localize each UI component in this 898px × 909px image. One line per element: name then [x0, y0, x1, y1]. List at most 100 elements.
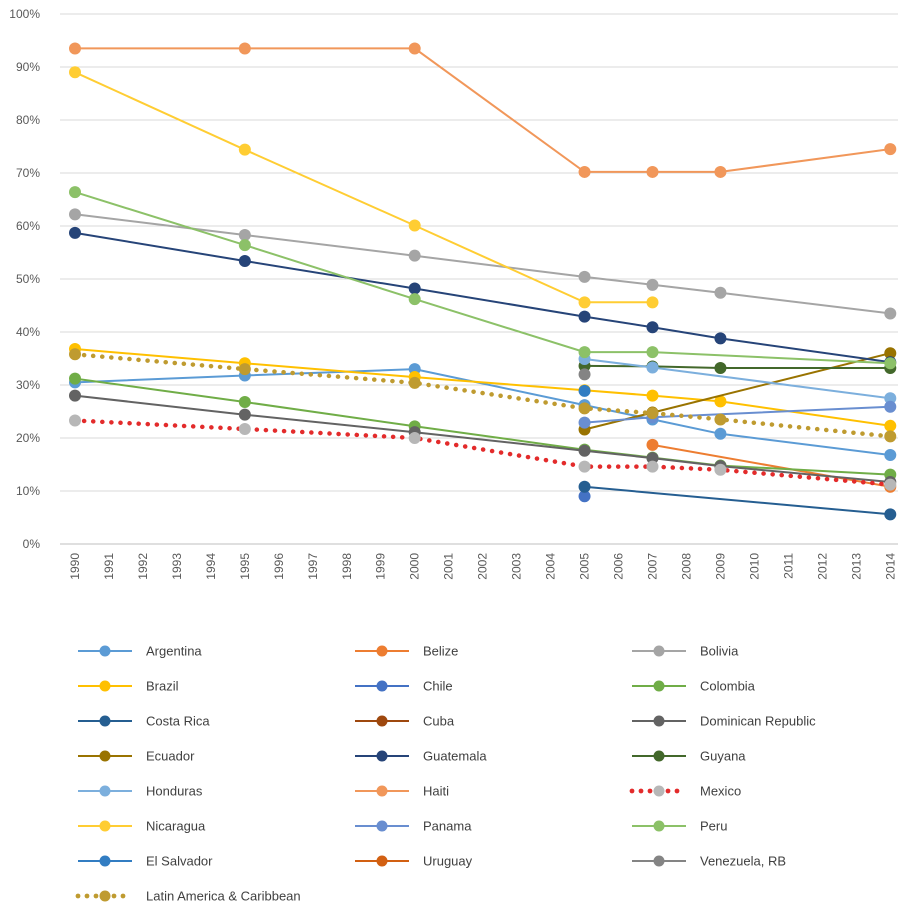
series-lines [69, 42, 897, 521]
data-point [238, 42, 251, 55]
y-tick-label: 100% [9, 7, 40, 21]
data-point [69, 372, 81, 385]
data-point [69, 186, 81, 199]
x-tick-label: 1994 [204, 553, 218, 580]
data-point [714, 463, 727, 476]
x-tick-label: 2009 [713, 553, 727, 580]
legend-swatch-marker [376, 855, 388, 867]
x-tick-label: 1990 [68, 553, 82, 580]
gridlines [60, 13, 898, 545]
legend-label: Colombia [700, 679, 756, 694]
data-point [714, 165, 727, 178]
data-point [238, 408, 251, 421]
legend-swatch-marker [653, 855, 665, 867]
legend-label: Costa Rica [146, 714, 210, 729]
legend-swatch-dot [84, 893, 90, 899]
legend-swatch-marker [653, 750, 665, 762]
data-point [69, 414, 81, 427]
legend-swatch-marker [376, 750, 388, 762]
series-line [74, 71, 653, 304]
x-tick-label: 2001 [442, 553, 456, 580]
x-tick-label: 2012 [815, 553, 829, 580]
x-tick-label: 2006 [612, 553, 626, 580]
legend-swatch-dot [93, 893, 99, 899]
legend-label: Chile [423, 679, 453, 694]
legend-label: Mexico [700, 784, 741, 799]
legend-swatch-marker [653, 645, 665, 657]
y-tick-label: 10% [16, 484, 40, 498]
legend-item: Ecuador [78, 749, 195, 764]
y-tick-label: 70% [16, 166, 40, 180]
data-point [578, 402, 591, 415]
x-tick-label: 2000 [408, 553, 422, 580]
data-point [714, 362, 727, 375]
data-point [69, 208, 81, 221]
legend-label: Argentina [146, 644, 202, 659]
legend-label: Belize [423, 644, 458, 659]
data-point [238, 229, 251, 242]
data-point [884, 419, 897, 432]
x-tick-label: 1991 [102, 553, 116, 580]
legend-item: Costa Rica [78, 714, 210, 729]
series-line [584, 364, 891, 369]
series-guyana [578, 359, 897, 375]
data-point [646, 460, 659, 473]
legend-swatch-dot [674, 788, 680, 794]
data-point [578, 310, 591, 323]
legend-item: Peru [632, 819, 727, 834]
y-axis: 0% 10% 20% 30% 40% 50% 60% 70% 80% 90% 100% [9, 7, 40, 551]
legend-label: Panama [423, 819, 472, 834]
series-nicaragua [69, 66, 659, 309]
data-point [578, 368, 591, 381]
series-line [72, 418, 893, 487]
data-point [578, 416, 591, 429]
legend-swatch-marker [376, 645, 388, 657]
series-honduras [578, 353, 897, 405]
data-point [646, 361, 659, 374]
legend-swatch-marker [99, 680, 111, 692]
legend-label: Latin America & Caribbean [146, 889, 301, 904]
data-point [884, 448, 897, 461]
y-tick-label: 20% [16, 431, 40, 445]
data-point [578, 384, 591, 397]
legend-item: Uruguay [355, 854, 473, 869]
series-costa-rica [578, 480, 897, 521]
legend-swatch-dot [647, 788, 653, 794]
legend-swatch-marker [376, 785, 388, 797]
data-point [646, 407, 659, 420]
data-point [884, 143, 897, 156]
legend-swatch-marker [99, 645, 111, 657]
y-tick-label: 0% [23, 537, 41, 551]
data-point [578, 460, 591, 473]
series-line [652, 443, 891, 488]
data-point [578, 296, 591, 309]
data-point [238, 422, 251, 435]
x-tick-label: 1998 [340, 553, 354, 580]
x-tick-label: 1996 [272, 553, 286, 580]
legend-item: Chile [355, 679, 453, 694]
data-point [646, 346, 659, 359]
legend-item: Dominican Republic [632, 714, 816, 729]
series-line [74, 213, 891, 315]
x-tick-label: 2011 [781, 553, 795, 579]
data-point [238, 254, 251, 267]
data-point [238, 143, 251, 156]
legend-label: Peru [700, 819, 727, 834]
legend-swatch-marker [99, 715, 111, 727]
data-point [714, 427, 727, 440]
x-axis: 1990 1991 1992 1993 1994 1995 1996 1997 1998 1999… [68, 553, 897, 580]
x-tick-label: 2002 [476, 553, 490, 580]
data-point [578, 346, 591, 359]
legend-swatch-dot [665, 788, 671, 794]
legend-swatch-marker [376, 715, 388, 727]
legend-swatch-marker [99, 820, 111, 832]
legend-item: Cuba [355, 714, 455, 729]
y-tick-label: 60% [16, 219, 40, 233]
series-latin-america-caribbean [69, 348, 897, 443]
series-mexico [69, 414, 897, 491]
legend-item: Argentina [78, 644, 202, 659]
data-point [884, 392, 897, 405]
x-tick-label: 2004 [544, 553, 558, 580]
y-tick-label: 80% [16, 113, 40, 127]
